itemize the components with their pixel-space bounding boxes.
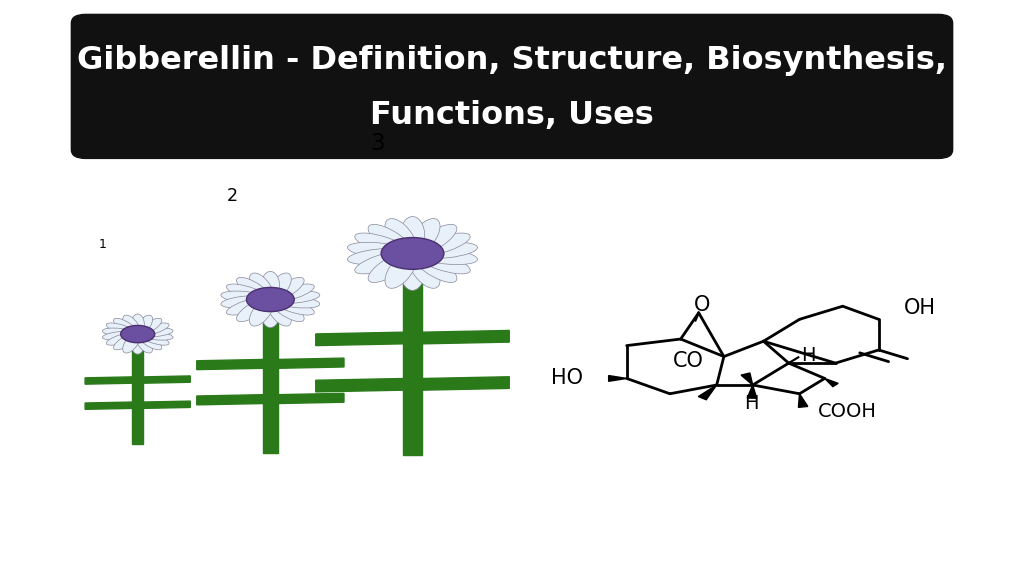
Ellipse shape xyxy=(137,319,162,335)
Ellipse shape xyxy=(400,217,425,255)
Ellipse shape xyxy=(416,242,477,259)
Ellipse shape xyxy=(102,328,136,337)
Text: HO: HO xyxy=(552,369,584,388)
Ellipse shape xyxy=(368,252,413,282)
Ellipse shape xyxy=(226,284,269,301)
FancyBboxPatch shape xyxy=(132,334,143,444)
Text: OH: OH xyxy=(904,298,936,319)
Polygon shape xyxy=(143,376,190,383)
Polygon shape xyxy=(698,385,717,400)
Ellipse shape xyxy=(267,298,291,326)
Ellipse shape xyxy=(368,225,413,255)
Ellipse shape xyxy=(237,298,270,321)
Ellipse shape xyxy=(135,334,153,353)
Ellipse shape xyxy=(416,248,477,264)
Ellipse shape xyxy=(347,242,410,259)
Ellipse shape xyxy=(221,295,268,308)
Ellipse shape xyxy=(272,291,319,304)
Ellipse shape xyxy=(139,323,169,335)
Ellipse shape xyxy=(272,284,314,301)
Polygon shape xyxy=(824,378,839,386)
Ellipse shape xyxy=(385,252,417,289)
Ellipse shape xyxy=(409,252,440,289)
Ellipse shape xyxy=(261,298,280,328)
Ellipse shape xyxy=(261,271,280,301)
Text: 3: 3 xyxy=(370,132,385,156)
Ellipse shape xyxy=(250,273,273,301)
FancyBboxPatch shape xyxy=(72,14,952,158)
Ellipse shape xyxy=(413,225,457,255)
Text: 1: 1 xyxy=(98,238,106,251)
Ellipse shape xyxy=(409,218,440,255)
Ellipse shape xyxy=(123,315,140,335)
Ellipse shape xyxy=(270,298,304,321)
Ellipse shape xyxy=(247,287,294,312)
Polygon shape xyxy=(315,378,402,392)
Text: 2: 2 xyxy=(227,187,238,205)
Ellipse shape xyxy=(114,333,137,350)
Ellipse shape xyxy=(267,273,291,301)
Polygon shape xyxy=(422,331,509,344)
Ellipse shape xyxy=(237,278,270,301)
Polygon shape xyxy=(278,358,344,368)
Text: H: H xyxy=(743,394,758,413)
Polygon shape xyxy=(85,377,132,384)
Polygon shape xyxy=(85,402,132,410)
Text: Functions, Uses: Functions, Uses xyxy=(370,100,654,131)
Ellipse shape xyxy=(137,333,162,350)
Polygon shape xyxy=(197,359,263,370)
Ellipse shape xyxy=(123,334,140,353)
Polygon shape xyxy=(143,401,190,408)
Ellipse shape xyxy=(102,331,136,340)
Text: O: O xyxy=(694,295,711,315)
Ellipse shape xyxy=(415,233,470,256)
FancyBboxPatch shape xyxy=(263,300,278,453)
Ellipse shape xyxy=(121,325,155,343)
Polygon shape xyxy=(278,393,344,404)
Ellipse shape xyxy=(114,319,137,335)
Ellipse shape xyxy=(354,251,411,274)
Ellipse shape xyxy=(347,248,410,264)
Ellipse shape xyxy=(139,331,173,340)
Polygon shape xyxy=(422,377,509,390)
Polygon shape xyxy=(799,394,808,407)
Polygon shape xyxy=(315,332,402,346)
Ellipse shape xyxy=(354,233,411,256)
Ellipse shape xyxy=(221,291,268,304)
Text: Gibberellin - Definition, Structure, Biosynthesis,: Gibberellin - Definition, Structure, Bio… xyxy=(77,45,947,76)
FancyBboxPatch shape xyxy=(402,253,422,455)
Ellipse shape xyxy=(272,298,314,315)
Ellipse shape xyxy=(135,315,153,335)
Ellipse shape xyxy=(139,333,169,345)
Ellipse shape xyxy=(270,278,304,301)
Polygon shape xyxy=(741,373,753,385)
Ellipse shape xyxy=(400,252,425,290)
Ellipse shape xyxy=(106,333,136,345)
Text: COOH: COOH xyxy=(817,402,877,420)
Ellipse shape xyxy=(226,298,269,315)
Ellipse shape xyxy=(131,334,144,354)
Ellipse shape xyxy=(250,298,273,326)
Ellipse shape xyxy=(415,251,470,274)
Ellipse shape xyxy=(131,314,144,335)
Ellipse shape xyxy=(413,252,457,282)
Polygon shape xyxy=(608,376,627,381)
Ellipse shape xyxy=(139,328,173,337)
Text: CO: CO xyxy=(673,351,703,371)
Text: H: H xyxy=(801,346,816,365)
Polygon shape xyxy=(748,385,757,398)
Ellipse shape xyxy=(385,218,417,255)
Ellipse shape xyxy=(106,323,136,335)
Polygon shape xyxy=(197,395,263,405)
Ellipse shape xyxy=(381,237,443,270)
Ellipse shape xyxy=(272,295,319,308)
